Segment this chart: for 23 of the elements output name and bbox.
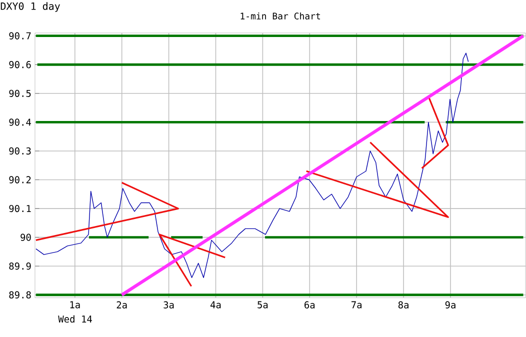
y-tick-label: 90.2 (9, 176, 31, 184)
x-tick-label: 7a (352, 301, 362, 308)
y-tick-label: 90.5 (9, 90, 31, 98)
y-tick-label: 90.1 (9, 205, 31, 212)
chart-title: 1-min Bar Chart (240, 12, 320, 20)
x-tick-label: 5a (258, 301, 268, 308)
y-tick-label: 90 (20, 234, 31, 242)
x-tick-label: 1a (70, 301, 80, 308)
y-tick-label: 89.9 (9, 262, 31, 270)
y-tick-label: 90.3 (9, 148, 31, 155)
x-axis-title: Wed 14 (58, 315, 92, 323)
x-tick-label: 4a (210, 301, 221, 308)
y-tick-label: 90.6 (9, 61, 31, 68)
y-tick-label: 90.7 (9, 32, 31, 40)
x-tick-label: 9a (445, 301, 456, 309)
y-tick-label: 90.4 (9, 118, 31, 126)
x-tick-label: 2a (116, 301, 127, 309)
line-series (36, 52, 469, 278)
y-tick-label: 89.8 (9, 291, 31, 299)
chart-subtitle: DXY0 1 day (0, 2, 60, 12)
x-tick-label: 3a (164, 301, 174, 309)
x-tick-label: 6a (304, 301, 315, 309)
x-tick-label: 8a (398, 301, 408, 309)
